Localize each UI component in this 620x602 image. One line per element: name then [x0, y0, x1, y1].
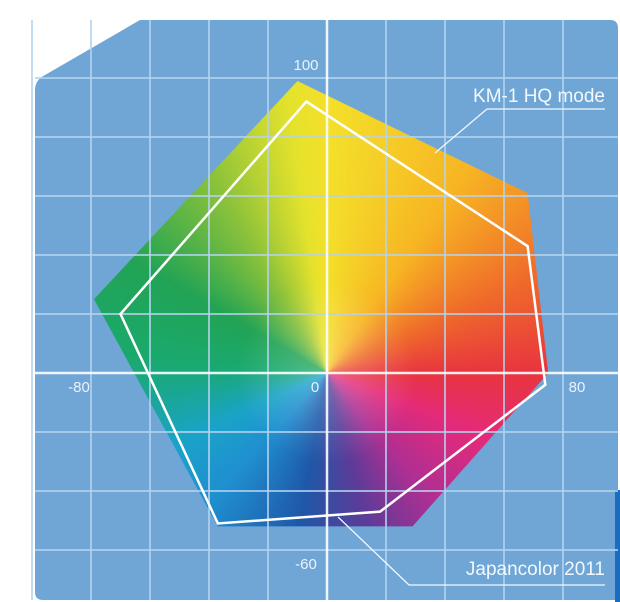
legend-japancolor-2011: Japancolor 2011	[466, 559, 605, 580]
edge-strip	[615, 490, 620, 602]
leader-line-km1	[434, 108, 605, 154]
x-tick-label: 0	[311, 379, 319, 396]
legend-km1-hq-mode: KM-1 HQ mode	[473, 86, 605, 107]
x-tick-label: 80	[569, 379, 586, 396]
japancolor-2011-outline	[119, 99, 547, 525]
legend-annotations: KM-1 HQ mode Japancolor 2011	[337, 86, 605, 586]
x-tick-label: -80	[68, 379, 90, 396]
tick-labels: -80 0 80 100 -60	[68, 57, 585, 573]
y-tick-label: -60	[295, 556, 317, 573]
axes	[35, 20, 618, 600]
grid	[31, 20, 618, 600]
leader-line-japancolor	[337, 516, 605, 586]
y-tick-label: 100	[293, 57, 318, 74]
